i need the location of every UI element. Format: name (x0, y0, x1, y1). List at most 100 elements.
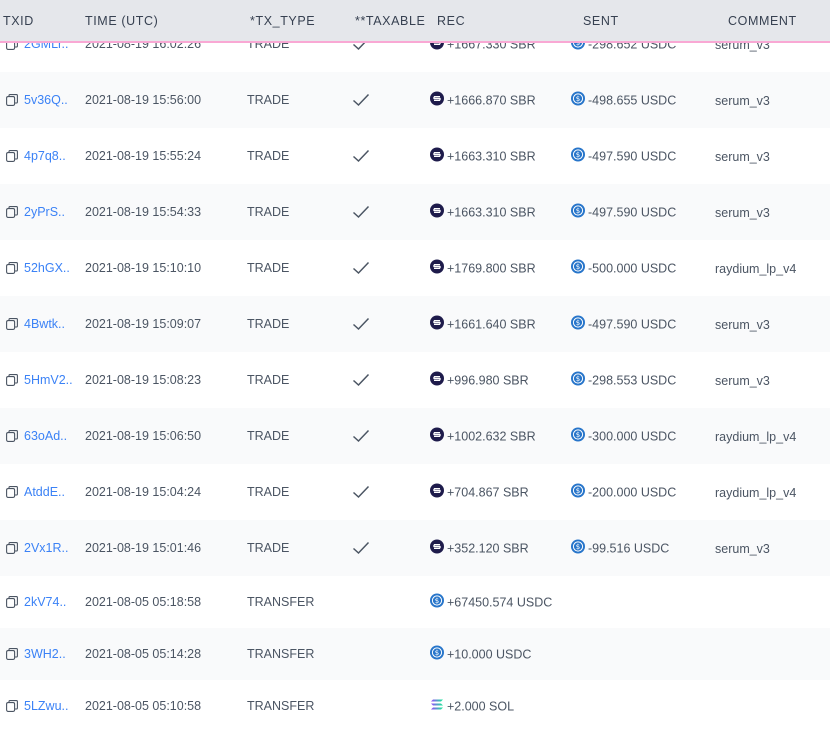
rec-cell: +996.980 SBR (430, 371, 529, 389)
sent-cell: $ -497.590 USDC (571, 203, 676, 221)
sent-cell: $ -298.553 USDC (571, 371, 677, 389)
copy-icon[interactable] (6, 262, 18, 274)
col-tx-type[interactable]: *TX_TYPE (250, 14, 316, 28)
comment-cell: serum_v3 (715, 150, 770, 164)
copy-icon[interactable] (6, 94, 18, 106)
copy-icon[interactable] (6, 648, 18, 660)
tx-type-cell: TRADE (247, 429, 290, 443)
txid-link[interactable]: 5HmV2.. (24, 373, 73, 387)
rec-amount: +996.980 SBR (447, 373, 529, 387)
copy-icon[interactable] (6, 374, 18, 386)
time-cell: 2021-08-05 05:14:28 (85, 647, 202, 661)
rec-cell: +1661.640 SBR (430, 315, 536, 333)
table-row: 4Bwtk.. 2021-08-19 15:09:07 TRADE +1661.640… (0, 296, 830, 352)
usdc-token-icon: $ (571, 203, 585, 221)
sent-cell: $ -99.516 USDC (571, 539, 670, 557)
comment-cell: serum_v3 (715, 94, 770, 108)
tx-type-cell: TRANSFER (247, 595, 315, 609)
copy-icon[interactable] (6, 486, 18, 498)
rec-amount: +352.120 SBR (447, 541, 529, 555)
txid-link[interactable]: 5LZwu.. (24, 699, 69, 713)
sent-amount: -99.516 USDC (588, 541, 670, 555)
usdc-token-icon: $ (571, 147, 585, 165)
table-row: 5HmV2.. 2021-08-19 15:08:23 TRADE +996.980 … (0, 352, 830, 408)
tx-type-cell: TRADE (247, 205, 290, 219)
svg-text:$: $ (576, 319, 580, 327)
sent-amount: -298.553 USDC (588, 373, 677, 387)
svg-text:$: $ (576, 487, 580, 495)
rec-amount: +1661.640 SBR (447, 317, 536, 331)
sent-cell: $ -497.590 USDC (571, 315, 677, 333)
time-cell: 2021-08-19 15:56:00 (85, 93, 202, 107)
txid-link[interactable]: 63oAd.. (24, 429, 68, 443)
rec-cell: +1666.870 SBR (430, 91, 536, 109)
rec-cell: +1002.632 SBR (430, 427, 536, 445)
time-cell: 2021-08-05 05:18:58 (85, 595, 202, 609)
usdc-token-icon: $ (571, 259, 585, 277)
sent-amount: -497.590 USDC (588, 317, 677, 331)
rec-cell: +704.867 SBR (430, 483, 529, 501)
txid-link[interactable]: 2yPrS.. (24, 205, 65, 219)
time-cell: 2021-08-19 15:10:10 (85, 261, 202, 275)
svg-text:$: $ (576, 39, 580, 47)
svg-text:$: $ (576, 151, 580, 159)
copy-icon[interactable] (6, 430, 18, 442)
txid-link[interactable]: 5v36Q.. (24, 93, 68, 107)
sent-amount: -500.000 USDC (588, 261, 677, 275)
sent-amount: -200.000 USDC (588, 485, 677, 499)
table-row: 2kV74.. 2021-08-05 05:18:58 TRANSFER $ +6745… (0, 576, 830, 628)
sbr-token-icon (430, 483, 444, 501)
svg-text:$: $ (576, 263, 580, 271)
tx-type-cell: TRADE (247, 317, 290, 331)
rec-amount: +1666.870 SBR (447, 93, 536, 107)
sbr-token-icon (430, 315, 444, 333)
col-time[interactable]: TIME (UTC) (85, 14, 159, 28)
tx-type-cell: TRADE (247, 373, 290, 387)
table-row: AtddE.. 2021-08-19 15:04:24 TRADE +704.867 … (0, 464, 830, 520)
col-rec[interactable]: REC (437, 14, 466, 28)
txid-link[interactable]: 2kV74.. (24, 595, 67, 609)
sent-cell: $ -300.000 USDC (571, 427, 676, 445)
svg-text:$: $ (576, 543, 580, 551)
time-cell: 2021-08-19 15:54:33 (85, 205, 202, 219)
copy-icon[interactable] (6, 596, 18, 608)
txid-link[interactable]: AtddE.. (24, 485, 65, 499)
copy-icon[interactable] (6, 542, 18, 554)
col-taxable[interactable]: **TAXABLE (355, 14, 426, 28)
col-sent[interactable]: SENT (583, 14, 619, 28)
rec-amount: +2.000 SOL (447, 699, 515, 713)
usdc-token-icon: $ (571, 483, 585, 501)
col-txid[interactable]: TXID (3, 14, 34, 28)
rec-amount: +1663.310 SBR (447, 205, 536, 219)
rec-cell: +1769.800 SBR (430, 259, 536, 277)
col-comment[interactable]: COMMENT (728, 14, 797, 28)
usdc-token-icon: $ (571, 539, 585, 557)
table-row: 2yPrS.. 2021-08-19 15:54:33 TRADE +1663.310… (0, 184, 830, 240)
txid-link[interactable]: 3WH2.. (24, 647, 66, 661)
svg-text:$: $ (576, 207, 580, 215)
sol-token-icon (430, 698, 444, 715)
time-cell: 2021-08-19 15:01:46 (85, 541, 202, 555)
txid-link[interactable]: 4Bwtk.. (24, 317, 65, 331)
tx-type-cell: TRADE (247, 261, 290, 275)
copy-icon[interactable] (6, 700, 18, 712)
table-header: TXID TIME (UTC) *TX_TYPE **TAXABLE REC S… (0, 0, 830, 43)
sbr-token-icon (430, 91, 444, 109)
copy-icon[interactable] (6, 318, 18, 330)
table-row: 5LZwu.. 2021-08-05 05:10:58 TRANSFER +2.000… (0, 680, 830, 732)
txid-link[interactable]: 52hGX.. (24, 261, 70, 275)
sbr-token-icon (430, 427, 444, 445)
time-cell: 2021-08-19 15:09:07 (85, 317, 202, 331)
usdc-token-icon: $ (430, 593, 444, 611)
rec-cell: +2.000 SOL (430, 698, 514, 715)
sbr-token-icon (430, 203, 444, 221)
txid-link[interactable]: 4p7q8.. (24, 149, 66, 163)
check-icon (352, 317, 370, 331)
table-row: 52hGX.. 2021-08-19 15:10:10 TRADE +1769.800… (0, 240, 830, 296)
sent-cell: $ -497.590 USDC (571, 147, 676, 165)
sent-cell: $ -500.000 USDC (571, 259, 677, 277)
copy-icon[interactable] (6, 206, 18, 218)
copy-icon[interactable] (6, 150, 18, 162)
svg-text:$: $ (576, 375, 580, 383)
txid-link[interactable]: 2Vx1R.. (24, 541, 69, 555)
